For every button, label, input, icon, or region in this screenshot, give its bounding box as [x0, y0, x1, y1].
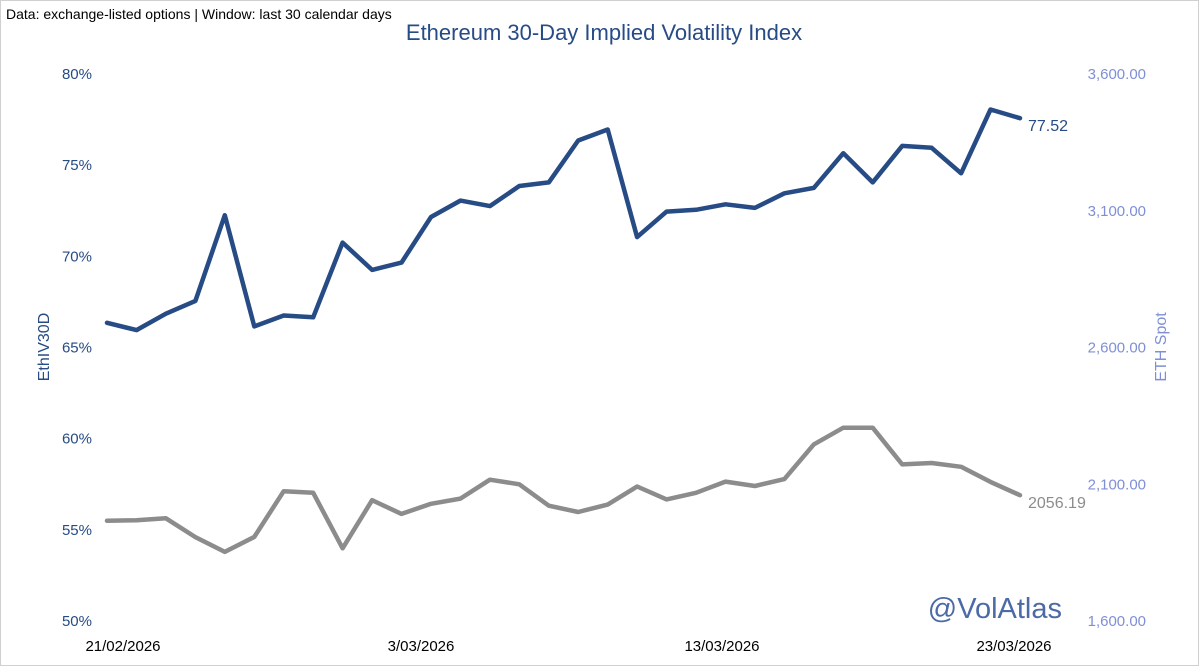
eth-spot-last-label: 2056.19: [1028, 495, 1086, 512]
left-tick-label: 75%: [62, 157, 92, 174]
left-tick-label: 60%: [62, 431, 92, 448]
right-tick-label: 2,600.00: [1088, 340, 1146, 357]
x-tick-label: 3/03/2026: [388, 638, 455, 655]
left-axis-label: EthIV30D: [36, 313, 53, 381]
left-tick-label: 80%: [62, 66, 92, 83]
chart-title: Ethereum 30-Day Implied Volatility Index: [406, 20, 802, 45]
right-tick-label: 3,600.00: [1088, 66, 1146, 83]
ethiv30d-series-line: [104, 107, 1023, 333]
left-tick-label: 65%: [62, 340, 92, 357]
right-tick-label: 2,100.00: [1088, 476, 1146, 493]
right-axis-label: ETH Spot: [1153, 312, 1170, 382]
ethiv30d-last-label: 77.52: [1028, 118, 1068, 135]
left-tick-label: 50%: [62, 613, 92, 630]
left-tick-label: 70%: [62, 248, 92, 265]
left-tick-label: 55%: [62, 522, 92, 539]
watermark: @VolAtlas: [928, 593, 1062, 625]
eth-spot-series-line: [104, 425, 1023, 555]
right-tick-label: 1,600.00: [1088, 613, 1146, 630]
x-tick-label: 13/03/2026: [684, 638, 759, 655]
x-tick-label: 23/03/2026: [976, 638, 1051, 655]
x-tick-label: 21/02/2026: [85, 638, 160, 655]
x-axis-ticks: 21/02/2026 3/03/2026 13/03/2026 23/03/2026: [85, 638, 1051, 655]
left-axis-ticks: 50% 55% 60% 65% 70% 75% 80%: [62, 66, 92, 630]
series-layer: 77.52 2056.19: [104, 107, 1086, 555]
data-note: Data: exchange-listed options | Window: …: [6, 6, 392, 22]
right-axis-ticks: 1,600.00 2,100.00 2,600.00 3,100.00 3,600.00: [1088, 66, 1146, 630]
right-tick-label: 3,100.00: [1088, 203, 1146, 220]
